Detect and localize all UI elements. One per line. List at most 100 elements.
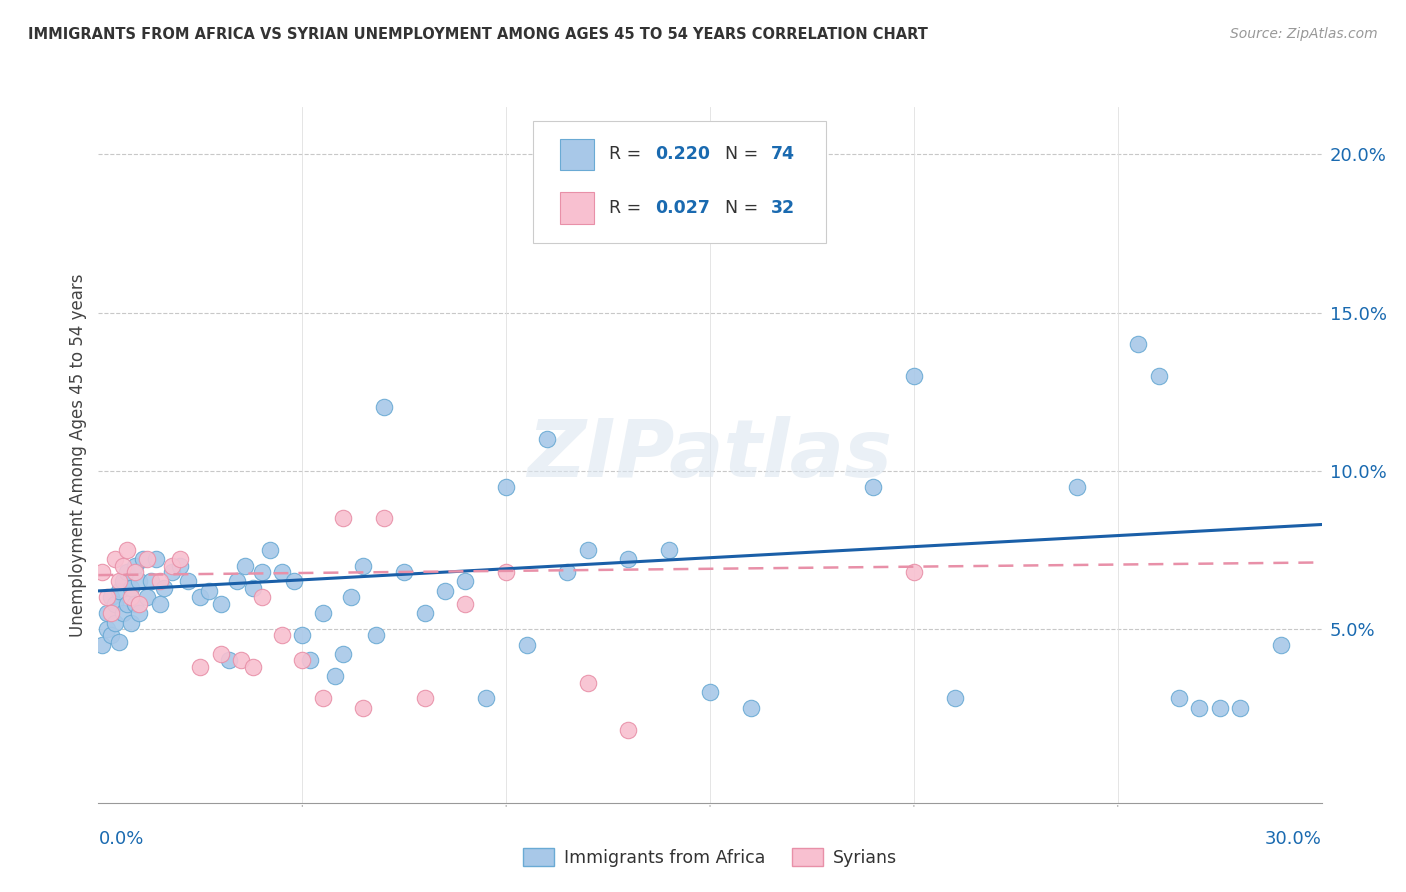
- Point: [658, 542, 681, 557]
- Point: [104, 615, 127, 630]
- Legend: Immigrants from Africa, Syrians: Immigrants from Africa, Syrians: [516, 841, 904, 874]
- Bar: [560, 138, 593, 170]
- Point: [96, 591, 118, 605]
- Point: [250, 591, 273, 605]
- Point: [169, 558, 191, 573]
- Point: [312, 606, 335, 620]
- Point: [862, 479, 884, 493]
- Point: [259, 542, 281, 557]
- Point: [454, 574, 477, 589]
- Text: IMMIGRANTS FROM AFRICA VS SYRIAN UNEMPLOYMENT AMONG AGES 45 TO 54 YEARS CORRELAT: IMMIGRANTS FROM AFRICA VS SYRIAN UNEMPLO…: [28, 27, 928, 42]
- Point: [291, 653, 314, 667]
- Point: [373, 401, 395, 415]
- Text: ZIPatlas: ZIPatlas: [527, 416, 893, 494]
- Point: [576, 542, 599, 557]
- Point: [136, 552, 159, 566]
- Point: [111, 558, 134, 573]
- Point: [128, 597, 150, 611]
- Point: [160, 558, 183, 573]
- Point: [152, 581, 174, 595]
- Point: [160, 565, 183, 579]
- Point: [188, 660, 212, 674]
- Point: [226, 574, 249, 589]
- Point: [111, 574, 134, 589]
- Point: [209, 647, 232, 661]
- Point: [740, 701, 762, 715]
- Point: [100, 628, 122, 642]
- Point: [299, 653, 322, 667]
- Point: [128, 606, 150, 620]
- Text: 74: 74: [772, 145, 796, 163]
- Point: [903, 565, 925, 579]
- Text: 30.0%: 30.0%: [1265, 830, 1322, 847]
- Point: [352, 558, 374, 573]
- Point: [115, 597, 138, 611]
- Point: [149, 574, 172, 589]
- Point: [903, 368, 925, 383]
- Point: [474, 691, 498, 706]
- Bar: [560, 193, 593, 224]
- Point: [120, 581, 142, 595]
- Point: [1229, 701, 1251, 715]
- Point: [104, 597, 127, 611]
- Point: [352, 701, 374, 715]
- Point: [231, 653, 253, 667]
- Text: R =: R =: [609, 199, 647, 217]
- Point: [108, 634, 131, 648]
- Point: [132, 552, 155, 566]
- Point: [392, 565, 416, 579]
- Point: [323, 669, 346, 683]
- Point: [780, 194, 803, 209]
- Point: [413, 691, 436, 706]
- Point: [141, 574, 163, 589]
- Point: [495, 479, 517, 493]
- Text: N =: N =: [724, 145, 763, 163]
- Point: [91, 638, 114, 652]
- Text: Source: ZipAtlas.com: Source: ZipAtlas.com: [1230, 27, 1378, 41]
- Point: [617, 552, 640, 566]
- Point: [312, 691, 335, 706]
- Text: 32: 32: [772, 199, 796, 217]
- Point: [780, 194, 803, 209]
- Point: [373, 511, 395, 525]
- Point: [108, 574, 131, 589]
- Point: [100, 591, 122, 605]
- Point: [108, 583, 131, 598]
- Point: [340, 591, 363, 605]
- Point: [120, 591, 142, 605]
- Point: [536, 432, 558, 446]
- Point: [434, 583, 457, 598]
- Point: [104, 552, 127, 566]
- Text: N =: N =: [724, 199, 763, 217]
- Point: [111, 606, 134, 620]
- Point: [555, 565, 579, 579]
- Text: 0.027: 0.027: [655, 199, 710, 217]
- Point: [188, 591, 212, 605]
- Point: [454, 597, 477, 611]
- Point: [242, 581, 264, 595]
- Point: [96, 622, 118, 636]
- Point: [1147, 368, 1170, 383]
- Point: [270, 565, 294, 579]
- Y-axis label: Unemployment Among Ages 45 to 54 years: Unemployment Among Ages 45 to 54 years: [69, 273, 87, 637]
- Point: [332, 647, 354, 661]
- Point: [495, 565, 517, 579]
- Point: [1066, 479, 1088, 493]
- Point: [136, 591, 159, 605]
- Point: [96, 606, 118, 620]
- Point: [91, 565, 114, 579]
- Point: [197, 583, 219, 598]
- Point: [250, 565, 273, 579]
- Text: 0.0%: 0.0%: [98, 830, 143, 847]
- Point: [115, 542, 138, 557]
- Point: [242, 660, 264, 674]
- Point: [332, 511, 354, 525]
- Point: [115, 565, 138, 579]
- Point: [209, 597, 232, 611]
- Point: [177, 574, 200, 589]
- Point: [120, 615, 142, 630]
- Point: [413, 606, 436, 620]
- Point: [124, 558, 146, 573]
- Point: [149, 597, 172, 611]
- Point: [283, 574, 305, 589]
